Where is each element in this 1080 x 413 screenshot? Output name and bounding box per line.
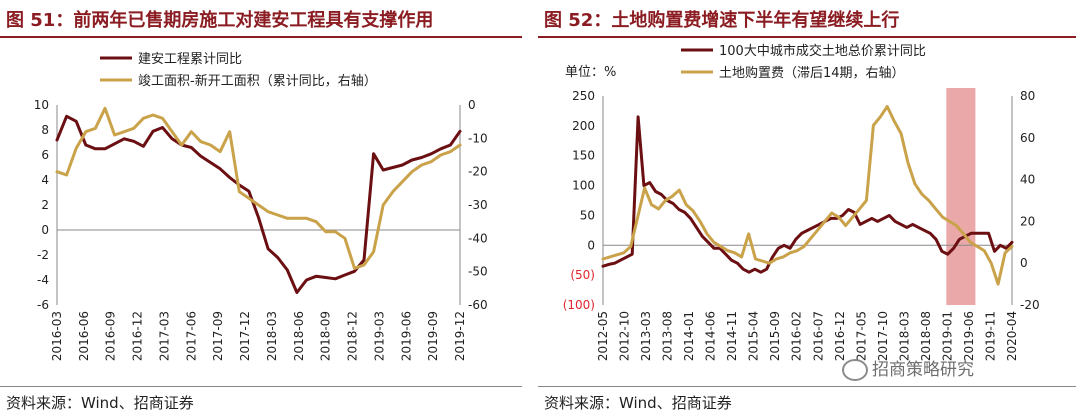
y-right-tick-label: -60 xyxy=(468,298,488,312)
y-left-tick-label: -4 xyxy=(37,273,49,287)
left-figure: 图 51：前两年已售期房施工对建安工程具有支撑作用 10 8 6 4 2 0 -2 -4 -6 0… xyxy=(0,0,528,413)
series-line xyxy=(601,105,1014,286)
y-left-tick-label: 200 xyxy=(572,119,595,133)
figure-title: 图 52：土地购置费增速下半年有望继续上行 xyxy=(544,10,900,31)
x-tick-label: 2013-08 xyxy=(661,311,675,361)
y-right-tick-label: 40 xyxy=(1020,173,1035,187)
y-right-tick-label: -50 xyxy=(468,265,488,279)
x-tick-label: 2014-01 xyxy=(682,311,696,361)
wechat-icon xyxy=(842,359,868,381)
x-tick-label: 2016-12 xyxy=(833,311,847,361)
chart-right: 250200150100500(50)(100)806040200-202012… xyxy=(563,43,1040,361)
series-line xyxy=(55,114,462,294)
source-note: 资料来源：Wind、招商证券 xyxy=(6,394,194,412)
unit-label: 单位：% xyxy=(565,65,616,80)
x-tick-label: 2018-12 xyxy=(346,311,360,361)
y-left-tick-label: 250 xyxy=(572,89,595,103)
y-left-tick-label: 8 xyxy=(41,123,49,137)
x-tick-label: 2017-12 xyxy=(238,311,252,361)
x-tick-label: 2012-10 xyxy=(618,311,632,361)
y-left-tick-label: (100) xyxy=(563,298,595,312)
y-left-tick-label: 50 xyxy=(580,208,595,222)
legend-label: 建安工程累计同比 xyxy=(138,52,242,67)
x-tick-label: 2018-09 xyxy=(319,311,333,361)
legend-label: 100大中城市成交土地总价累计同比 xyxy=(719,43,926,59)
x-tick-label: 2013-03 xyxy=(639,311,653,361)
x-tick-label: 2015-04 xyxy=(747,311,761,361)
x-tick-label: 2018-06 xyxy=(292,311,306,361)
x-tick-label: 2016-12 xyxy=(131,311,145,361)
x-tick-label: 2012-05 xyxy=(596,311,610,361)
title-divider xyxy=(0,36,522,38)
y-left-tick-label: 10 xyxy=(34,98,49,112)
highlight-band xyxy=(946,88,976,305)
right-figure: 图 52：土地购置费增速下半年有望继续上行 250 200 150 100 50 0 (50… xyxy=(538,0,1080,413)
y-left-tick-label: 4 xyxy=(41,173,49,187)
y-left-tick-label: (50) xyxy=(570,268,595,282)
x-tick-label: 2019-03 xyxy=(372,311,386,361)
x-tick-label: 2018-08 xyxy=(919,311,933,361)
watermark-text: 招商策略研究 xyxy=(872,360,974,380)
series-line xyxy=(55,106,462,270)
source-divider xyxy=(538,386,1076,387)
y-right-tick-label: 80 xyxy=(1020,89,1035,103)
x-tick-label: 2018-03 xyxy=(897,311,911,361)
y-right-tick-label: -20 xyxy=(468,165,488,179)
x-tick-label: 2016-07 xyxy=(811,311,825,361)
x-tick-label: 2014-11 xyxy=(725,311,739,361)
y-left-tick-label: 6 xyxy=(41,148,49,162)
x-tick-label: 2016-06 xyxy=(77,311,91,361)
x-tick-label: 2014-06 xyxy=(704,311,718,361)
y-left-tick-label: -6 xyxy=(37,298,49,312)
x-tick-label: 2017-03 xyxy=(157,311,171,361)
y-left-tick-label: 0 xyxy=(41,223,49,237)
x-tick-label: 2016-02 xyxy=(790,311,804,361)
source-note: 资料来源：Wind、招商证券 xyxy=(544,394,732,412)
x-tick-label: 2019-09 xyxy=(426,311,440,361)
x-tick-label: 2017-10 xyxy=(876,311,890,361)
y-left-tick-label: 2 xyxy=(41,198,49,212)
y-left-tick-label: 0 xyxy=(587,238,595,252)
x-tick-label: 2016-09 xyxy=(104,311,118,361)
x-tick-label: 2020-04 xyxy=(1005,311,1019,361)
x-tick-label: 2019-06 xyxy=(399,311,413,361)
y-right-tick-label: -10 xyxy=(468,131,488,145)
y-right-tick-label: 0 xyxy=(1020,256,1028,270)
watermark: 招商策略研究 xyxy=(842,355,974,381)
legend-label: 土地购置费（滞后14期，右轴） xyxy=(719,65,905,81)
legend-label: 竣工面积-新开工面积（累计同比，右轴） xyxy=(138,73,377,89)
y-right-tick-label: -40 xyxy=(468,231,488,245)
x-tick-label: 2018-03 xyxy=(265,311,279,361)
x-tick-label: 2017-06 xyxy=(184,311,198,361)
series-line xyxy=(601,115,1014,274)
x-tick-label: 2017-05 xyxy=(854,311,868,361)
figure-title: 图 51：前两年已售期房施工对建安工程具有支撑作用 xyxy=(6,10,434,31)
y-left-tick-label: 150 xyxy=(572,149,595,163)
x-tick-label: 2015-09 xyxy=(768,311,782,361)
y-left-tick-label: 100 xyxy=(572,179,595,193)
x-tick-label: 2019-12 xyxy=(453,311,467,361)
title-divider xyxy=(538,36,1076,38)
x-tick-label: 2019-11 xyxy=(983,311,997,361)
y-right-tick-label: -20 xyxy=(1020,298,1040,312)
y-right-tick-label: 0 xyxy=(468,98,476,112)
y-right-tick-label: -30 xyxy=(468,198,488,212)
y-right-tick-label: 20 xyxy=(1020,214,1035,228)
x-tick-label: 2017-09 xyxy=(211,311,225,361)
y-left-tick-label: -2 xyxy=(37,248,49,262)
source-divider xyxy=(0,386,522,387)
x-tick-label: 2019-01 xyxy=(940,311,954,361)
y-right-tick-label: 60 xyxy=(1020,131,1035,145)
x-tick-label: 2016-03 xyxy=(50,311,64,361)
x-tick-label: 2019-06 xyxy=(962,311,976,361)
